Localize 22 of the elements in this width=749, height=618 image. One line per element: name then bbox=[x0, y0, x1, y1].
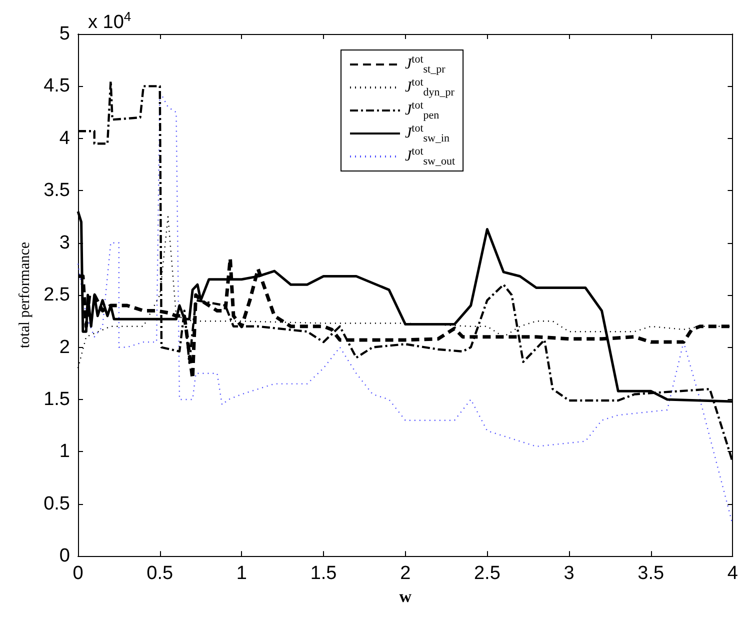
x-axis-title: w bbox=[399, 587, 412, 606]
y-tick-label: 2 bbox=[59, 336, 70, 358]
x-tick-label: 4 bbox=[727, 563, 738, 584]
x-tick-label: 3.5 bbox=[638, 563, 664, 584]
x-tick-label: 2 bbox=[400, 563, 411, 584]
x-tick-label: 1 bbox=[236, 563, 247, 584]
y-tick-label: 0.5 bbox=[44, 493, 70, 514]
y-tick-label: 4.5 bbox=[44, 76, 70, 97]
y-tick-label: 1 bbox=[59, 441, 70, 462]
x-tick-label: 0 bbox=[72, 563, 84, 584]
y-tick-label: 2.5 bbox=[44, 284, 70, 306]
y-tick-label: 3.5 bbox=[44, 180, 70, 202]
y-axis-title: total performance bbox=[17, 242, 34, 348]
y-tick-label: 3 bbox=[59, 232, 70, 254]
y-tick-label: 4 bbox=[59, 128, 70, 149]
y-tick-label: 0 bbox=[59, 546, 70, 567]
x-tick-label: 3 bbox=[564, 563, 574, 584]
x-tick-label: 1.5 bbox=[310, 563, 337, 584]
x-tick-label: 0.5 bbox=[146, 563, 174, 584]
y-tick-label: 1.5 bbox=[44, 388, 70, 410]
x-tick-label: 2.5 bbox=[474, 563, 500, 584]
y-tick-label: 5 bbox=[59, 24, 70, 44]
